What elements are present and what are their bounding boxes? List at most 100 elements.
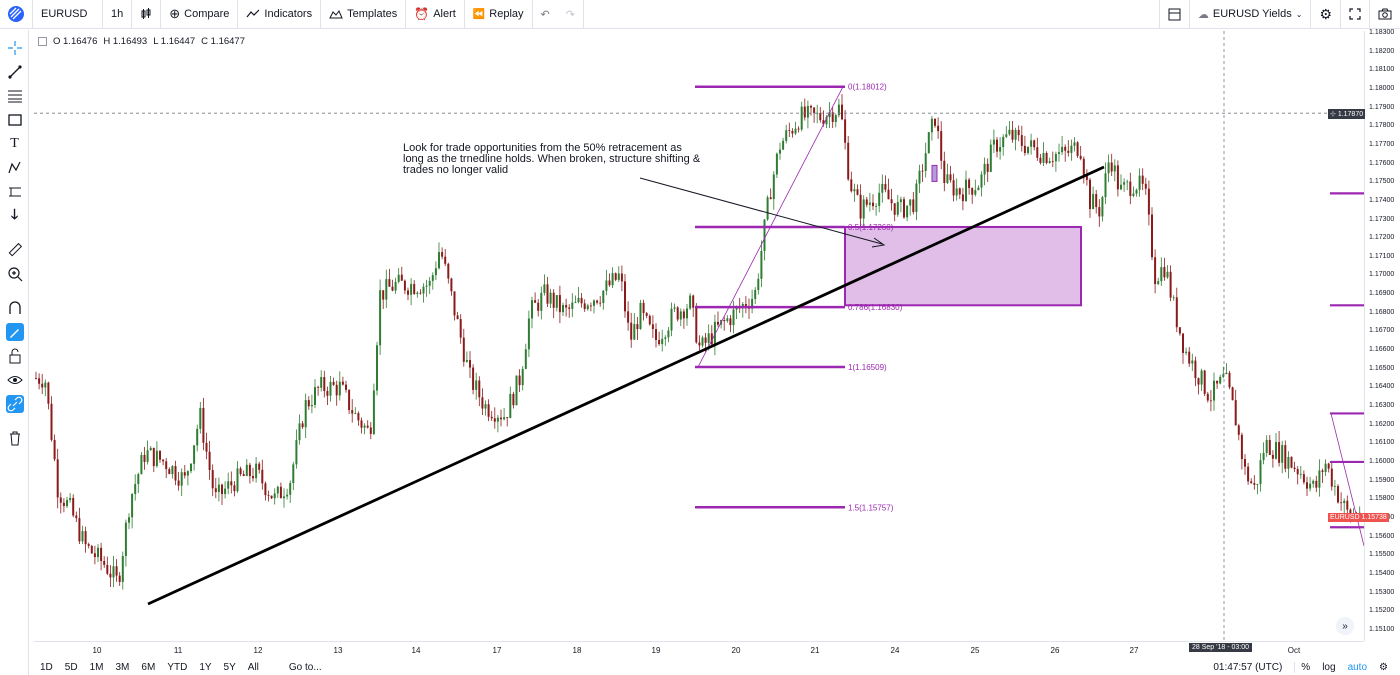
layout-button[interactable] — [1158, 0, 1190, 29]
settings-button[interactable]: ⚙ — [1311, 0, 1341, 29]
redo-button[interactable]: ↷ — [558, 0, 584, 29]
candle-body — [1014, 129, 1017, 140]
range-button-5y[interactable]: 5Y — [223, 662, 236, 673]
ruler-tool[interactable] — [0, 238, 29, 262]
range-button-1y[interactable]: 1Y — [199, 662, 212, 673]
alert-button[interactable]: ⏰ Alert — [406, 0, 465, 29]
range-button-ytd[interactable]: YTD — [167, 662, 188, 673]
candle-body — [636, 324, 639, 330]
range-button-1m[interactable]: 1M — [89, 662, 104, 673]
remove-drawings-tool[interactable] — [0, 426, 29, 450]
chart-properties-button[interactable]: ⚙ — [1373, 662, 1394, 673]
rectangle-tool[interactable] — [0, 108, 29, 132]
candle-body — [273, 493, 276, 499]
scroll-to-realtime-button[interactable]: » — [1336, 617, 1354, 635]
candle-body — [1157, 281, 1160, 285]
visibility-tool[interactable] — [0, 368, 29, 392]
time-axis-label: 12 — [253, 646, 263, 655]
collapse-legend-icon[interactable] — [38, 37, 47, 46]
candle-body — [360, 420, 363, 428]
interval-button[interactable]: 1h — [103, 0, 133, 29]
range-button-all[interactable]: All — [247, 662, 259, 673]
log-toggle[interactable]: log — [1322, 662, 1336, 673]
pattern-tool[interactable] — [0, 156, 29, 180]
candle-body — [1070, 145, 1073, 153]
replay-button[interactable]: ⏪ Replay — [465, 0, 533, 29]
trendline-tool[interactable] — [0, 60, 29, 84]
compare-button[interactable]: ⊕ Compare — [161, 0, 239, 29]
magnet-tool[interactable] — [0, 296, 29, 320]
lock-tool[interactable] — [0, 344, 29, 368]
candle-body — [1002, 136, 1005, 148]
candle-body — [1076, 142, 1079, 156]
candle-body — [400, 274, 403, 281]
candle-body — [217, 484, 220, 493]
snapshot-button[interactable] — [1370, 0, 1400, 29]
candle-body — [403, 280, 406, 291]
candle-body — [661, 338, 664, 345]
price-axis-label: 1.15400 — [1369, 569, 1395, 577]
price-axis-label: 1.17400 — [1369, 196, 1395, 204]
range-button-3m[interactable]: 3M — [115, 662, 130, 673]
prediction-tool[interactable] — [0, 180, 29, 204]
candle-body — [648, 315, 651, 325]
candle-body — [1039, 157, 1042, 163]
candle-body — [35, 378, 37, 379]
candle-body — [286, 494, 289, 497]
annotation-text[interactable]: Look for trade opportunities from the 50… — [403, 142, 701, 176]
top-toolbar: EURUSD 1h ⊕ Compare Indicators Templates… — [0, 0, 1400, 29]
layout-name-button[interactable]: ☁ EURUSD Yields ⌄ — [1190, 0, 1312, 29]
candle-body — [726, 318, 729, 322]
candle-body — [1337, 486, 1339, 503]
candle-body — [1197, 378, 1200, 385]
candle-body — [357, 413, 360, 421]
zoom-tool[interactable] — [0, 262, 29, 286]
percent-toggle[interactable]: % — [1294, 662, 1316, 673]
candle-body — [255, 463, 258, 479]
candle-body — [676, 307, 679, 320]
text-tool[interactable]: T — [0, 132, 29, 156]
candle-body — [75, 515, 78, 519]
fib-tool[interactable] — [0, 84, 29, 108]
templates-button[interactable]: Templates — [321, 0, 407, 29]
candle-body — [946, 174, 949, 183]
candle-body — [645, 313, 648, 316]
menu-logo-icon[interactable] — [0, 0, 33, 29]
time-axis[interactable]: 10 11 12 13 14 17 18 19 20 21 24 25 26 27 Oct — [34, 641, 1364, 661]
price-axis[interactable]: 1.18300 1.18200 1.18100 1.18000 1.17900 1.178… — [1364, 29, 1400, 641]
candle-body — [872, 202, 874, 207]
range-button-1d[interactable]: 1D — [40, 662, 53, 673]
time-axis-label: 18 — [572, 646, 582, 655]
range-button-5d[interactable]: 5D — [64, 662, 78, 673]
symbol-search-button[interactable]: EURUSD — [33, 0, 103, 29]
candle-body — [614, 273, 617, 280]
candle-body — [571, 302, 574, 309]
auto-toggle[interactable]: auto — [1347, 662, 1368, 673]
candle-body — [1256, 484, 1259, 485]
candle-body — [537, 302, 540, 311]
clock-label[interactable]: 01:47:57 (UTC) — [1213, 662, 1283, 673]
candle-body — [769, 197, 772, 200]
candle-body — [270, 495, 273, 499]
chart-type-button[interactable] — [132, 0, 162, 29]
candle-body — [1092, 194, 1095, 210]
stay-in-drawing-mode-tool[interactable] — [0, 320, 29, 344]
range-button-6m[interactable]: 6M — [141, 662, 156, 673]
candle-body — [930, 118, 933, 133]
crosshair-tool[interactable] — [0, 36, 29, 60]
drawing-toolbar: T 🡓 — [0, 30, 29, 675]
goto-button[interactable]: Go to... — [288, 662, 322, 673]
undo-button[interactable]: ↶ — [533, 0, 558, 29]
candle-body — [884, 183, 887, 190]
candle-body — [199, 407, 202, 429]
indicators-button[interactable]: Indicators — [238, 0, 322, 29]
arrow-down-tool[interactable]: 🡓 — [0, 204, 29, 228]
candle-body — [1048, 161, 1051, 164]
fullscreen-button[interactable] — [1341, 0, 1370, 29]
candle-body — [165, 461, 168, 470]
candle-body — [977, 187, 980, 191]
candle-body — [782, 140, 785, 150]
candle-body — [664, 337, 667, 339]
sync-drawings-tool[interactable] — [0, 392, 29, 416]
